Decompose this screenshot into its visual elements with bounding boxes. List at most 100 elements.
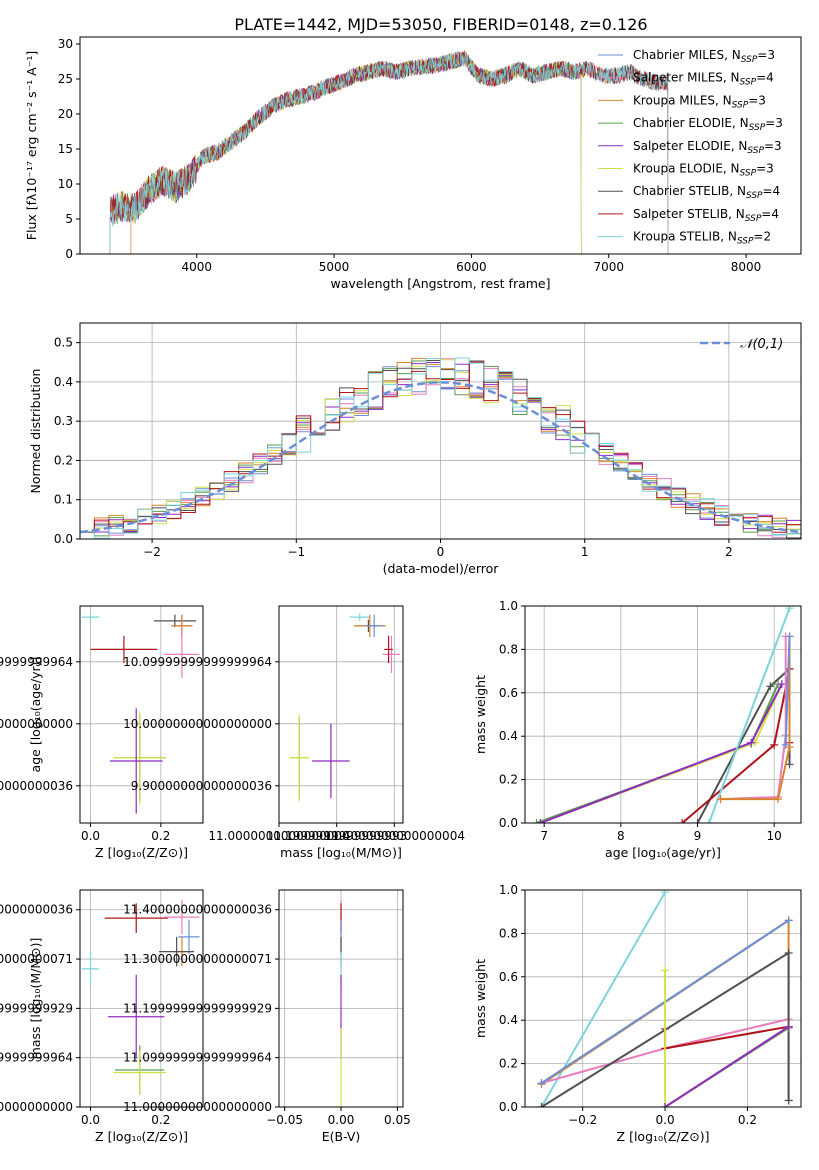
spectrum-line	[109, 51, 669, 254]
age-vs-Z-points	[81, 613, 200, 814]
y-tick-label: 11.09999999999999964	[0, 1051, 73, 1065]
figure-title: PLATE=1442, MJD=53050, FIBERID=0148, z=0…	[234, 15, 647, 34]
x-tick-label: 11.4000000000000004	[324, 829, 465, 843]
y-tick-label: 11.40000000000000036	[0, 903, 73, 917]
y-tick-label: 0.8	[499, 642, 518, 656]
spectrum-panel: 4000 5000 6000 7000 8000 0 5 10 15 20 25 30 waveleng…	[24, 36, 802, 291]
legend-entry: Chabrier STELIB, NSSP=4	[633, 184, 780, 201]
axes-frame	[524, 889, 802, 1108]
weight-line	[720, 636, 791, 801]
x-tick-label: 5000	[319, 260, 350, 274]
x-tick-label: 0.05	[384, 1113, 411, 1127]
x-tick-label: 11.1999999999999993	[266, 829, 407, 843]
x-axis-label: Z [log₁₀(Z/Z⊙)]	[95, 1129, 188, 1144]
axes-frame	[79, 36, 802, 255]
y-tick-label: 0.1	[54, 493, 73, 507]
legend-entry: Kroupa STELIB, NSSP=2	[633, 230, 771, 247]
weight-line	[540, 891, 666, 1107]
y-tick-label: 0.6	[499, 970, 518, 984]
y-tick-label: 20	[58, 107, 73, 121]
y-tick-label: 0.0	[499, 1100, 518, 1114]
y-tick-label: 1.0	[499, 883, 518, 897]
normal-reference-curve	[80, 381, 801, 534]
y-tick-label: 0.0	[499, 816, 518, 830]
x-tick-label: 4000	[181, 260, 212, 274]
x-axis-label: wavelength [Angstrom, rest frame]	[330, 276, 550, 291]
y-tick-label: 15	[58, 142, 73, 156]
weight-line	[539, 683, 783, 823]
axes-frame	[79, 889, 204, 1108]
x-tick-label: −0.05	[266, 1113, 303, 1127]
x-tick-label: 11.0000000000000000	[208, 829, 349, 843]
y-tick-label: 11.19999999999999929	[123, 1001, 272, 1015]
weight-vs-Z-panel: −0.2 0.0 0.2 0.0 0.2 0.4 0.6 0.8 1.0 Z [log₁₀(Z/Z…	[473, 883, 802, 1144]
y-tick-label: 11.00000000000000000	[123, 1100, 272, 1114]
x-tick-label: 0.00	[328, 1113, 355, 1127]
x-tick-label: 2	[725, 545, 733, 559]
weight-line	[708, 607, 791, 823]
y-axis-label: Flux [fλ10⁻¹⁷ erg cm⁻² s⁻¹ A⁻¹]	[24, 51, 39, 240]
y-tick-label: 0.6	[499, 686, 518, 700]
legend-entry: Kroupa MILES, NSSP=3	[633, 93, 766, 110]
y-tick-label: 11.40000000000000036	[123, 903, 272, 917]
residuals-series-group	[80, 357, 801, 539]
spectrum-series-group	[109, 50, 669, 254]
weight-vs-age-lines	[532, 606, 794, 823]
y-tick-label: 10.00000000000000000	[0, 717, 73, 731]
legend-entry: 𝒩(0,1)	[740, 337, 783, 352]
spectrum-line	[109, 52, 669, 254]
x-tick-label: 6000	[456, 260, 487, 274]
y-tick-label: 0	[65, 247, 73, 261]
y-tick-label: 0.8	[499, 926, 518, 940]
legend-entry: Chabrier ELODIE, NSSP=3	[633, 116, 783, 133]
y-tick-label: 10	[58, 177, 73, 191]
y-tick-label: 0.3	[54, 414, 73, 428]
y-tick-label: 0.4	[54, 375, 73, 389]
x-axis-label: age [log₁₀(age/yr)]	[605, 845, 721, 860]
y-tick-label: 11.30000000000000071	[123, 952, 272, 966]
x-tick-label: 0.0	[81, 1113, 100, 1127]
x-tick-label: 0.0	[81, 829, 100, 843]
weight-line	[720, 636, 787, 801]
axes-frame	[79, 605, 204, 824]
y-axis-label: mass [log₁₀(M/M⊙)]	[28, 938, 43, 1060]
mass-vs-Z-points	[81, 899, 200, 1095]
weight-line	[784, 636, 791, 745]
y-tick-label: 0.5	[54, 336, 73, 350]
x-axis-label: E(B-V)	[322, 1129, 361, 1144]
weight-vs-age-panel: 7 8 9 10 0.0 0.2 0.4 0.6 0.8 1.0 age [log₁₀(age/yr…	[473, 599, 802, 860]
y-axis-label: mass weight	[473, 959, 488, 1038]
x-tick-label: 0.2	[738, 1113, 757, 1127]
y-tick-label: 0.2	[54, 453, 73, 467]
y-tick-label: 0.2	[499, 1057, 518, 1071]
x-tick-label: 0.2	[151, 829, 170, 843]
y-tick-label: 5	[65, 212, 73, 226]
x-tick-label: −0.2	[568, 1113, 597, 1127]
mass-vs-EBV-panel: −0.05 0.00 0.05 11.00000000000000000 11.0999…	[123, 889, 411, 1144]
spectrum-line	[109, 52, 669, 254]
mass-vs-Z-panel: 0.0 0.2 11.00000000000000000 11.09999999999…	[0, 889, 204, 1144]
weight-line	[664, 1025, 790, 1107]
y-tick-label: 10.00000000000000000	[123, 717, 272, 731]
x-tick-label: 8000	[731, 260, 762, 274]
x-axis-label: (data-model)/error	[383, 561, 500, 576]
legend-entry: Salpeter ELODIE, NSSP=3	[633, 139, 782, 156]
legend-entry: Kroupa ELODIE, NSSP=3	[633, 162, 774, 179]
y-tick-label: 1.0	[499, 599, 518, 613]
axes-frame	[524, 605, 802, 824]
age-vs-Z-panel: 0.0 0.2 9.90000000000000036 10.000000000000…	[0, 605, 204, 860]
y-tick-label: 10.09999999999999964	[123, 655, 272, 669]
y-tick-label: 0.0	[54, 532, 73, 546]
axes-frame	[278, 605, 404, 824]
x-tick-label: 0	[437, 545, 445, 559]
x-tick-label: −2	[143, 545, 161, 559]
y-tick-label: 9.90000000000000036	[131, 779, 272, 793]
legend-entry: Salpeter STELIB, NSSP=4	[633, 207, 779, 224]
x-axis-label: mass [log₁₀(M/M⊙)]	[280, 845, 402, 860]
y-tick-label: 25	[58, 72, 73, 86]
y-tick-label: 0.2	[499, 773, 518, 787]
y-tick-label: 9.90000000000000036	[0, 779, 73, 793]
y-tick-label: 10.09999999999999964	[0, 655, 73, 669]
age-vs-mass-panel: 11.000000000000000011.199999999999999311…	[123, 605, 465, 860]
